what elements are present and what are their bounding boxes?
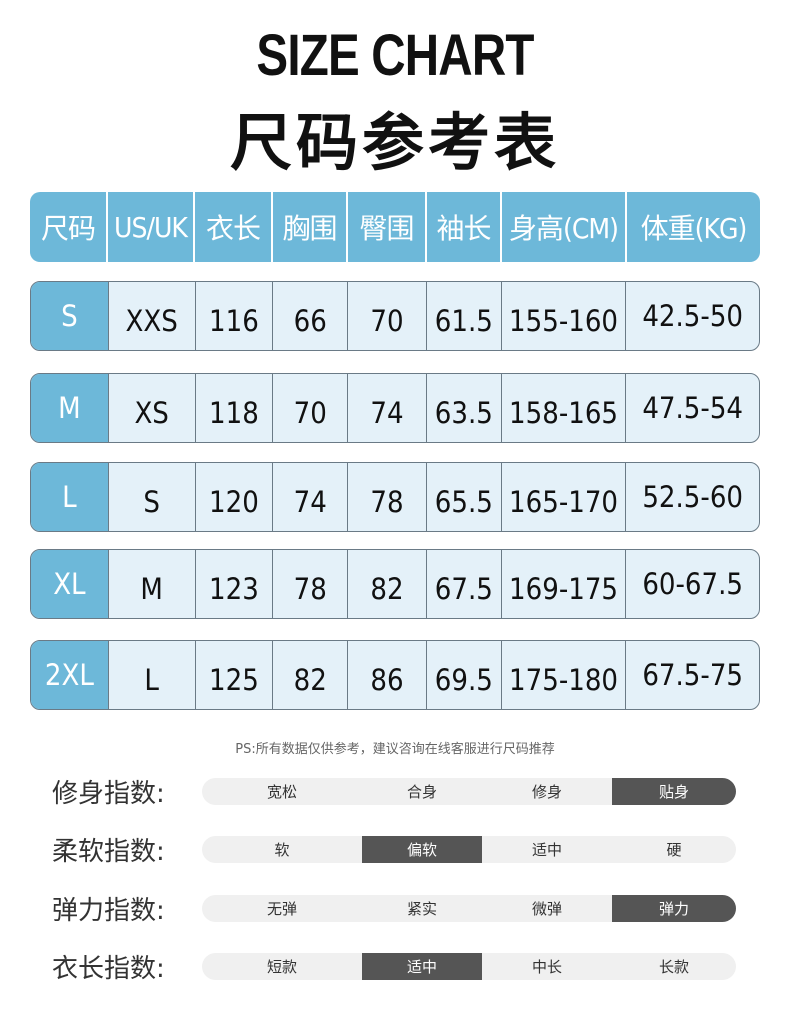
- header-cell: 臀围: [348, 192, 427, 262]
- index-row: 衣长指数: 短款 适中 中长 长款: [52, 951, 752, 984]
- value-cell: 169-175: [502, 550, 627, 618]
- table-row: XL M 123 78 82 67.5 169-175 60-67.5: [30, 549, 760, 619]
- index-option: 无弹: [266, 899, 297, 918]
- value-cell: 116: [196, 282, 274, 350]
- size-cell: M: [31, 374, 109, 442]
- index-option-selected: 偏软: [362, 835, 482, 863]
- index-option: 修身: [531, 782, 562, 801]
- value-cell: 123: [196, 550, 274, 618]
- value-cell: 67.5-75: [642, 658, 744, 692]
- value-cell: 70: [273, 374, 349, 442]
- header-cell: 体重(KG): [640, 212, 748, 245]
- value-cell: 65.5: [427, 463, 502, 531]
- size-cell: S: [31, 282, 109, 350]
- index-label: 弹力指数:: [52, 895, 165, 926]
- value-cell: XS: [109, 374, 196, 442]
- index-option: 硬: [666, 840, 682, 859]
- value-cell: 74: [273, 463, 349, 531]
- header-cell: 袖长: [427, 192, 502, 262]
- index-option-selected: 弹力: [612, 894, 736, 922]
- index-option: 长款: [658, 957, 689, 976]
- value-cell: 52.5-60: [642, 480, 744, 514]
- title-english: SIZE CHART: [256, 23, 534, 88]
- value-cell: M: [109, 550, 196, 618]
- table-row: M XS 118 70 74 63.5 158-165 47.5-54: [30, 373, 760, 443]
- value-cell: 74: [348, 374, 427, 442]
- value-cell: 42.5-50: [642, 299, 744, 333]
- index-label: 衣长指数:: [52, 953, 165, 984]
- index-row: 修身指数: 宽松 合身 修身 贴身: [52, 776, 752, 809]
- index-option: 微弹: [531, 899, 562, 918]
- index-scale: 短款 适中 中长 长款: [202, 952, 736, 980]
- value-cell: 78: [348, 463, 427, 531]
- value-cell: 158-165: [502, 374, 627, 442]
- value-cell: 120: [196, 463, 274, 531]
- note: PS:所有数据仅供参考，建议咨询在线客服进行尺码推荐: [235, 742, 555, 757]
- value-cell: 47.5-54: [642, 391, 744, 425]
- value-cell: 118: [196, 374, 274, 442]
- header-cell: US/UK: [108, 192, 195, 262]
- table-row: S XXS 116 66 70 61.5 155-160 42.5-50: [30, 281, 760, 351]
- index-label: 修身指数:: [52, 778, 165, 809]
- value-cell: 63.5: [427, 374, 502, 442]
- index-scale: 软 偏软 适中 硬: [202, 835, 736, 863]
- header-cell: 身高(CM): [502, 192, 627, 262]
- header-cell: 胸围: [273, 192, 348, 262]
- size-cell: XL: [31, 550, 109, 618]
- index-row: 弹力指数: 无弹 紧实 微弹 弹力: [52, 893, 752, 926]
- header-cell: 衣长: [195, 192, 273, 262]
- table-header: 尺码 US/UK 衣长 胸围 臀围 袖长 身高(CM) 体重(KG): [30, 192, 760, 262]
- value-cell: 175-180: [502, 641, 627, 709]
- index-option: 紧实: [406, 899, 437, 918]
- value-cell: 86: [348, 641, 427, 709]
- index-row: 柔软指数: 软 偏软 适中 硬: [52, 834, 752, 867]
- value-cell: 165-170: [502, 463, 627, 531]
- value-cell: S: [109, 463, 196, 531]
- index-option: 软: [274, 840, 290, 859]
- value-cell: 67.5: [427, 550, 502, 618]
- index-option: 宽松: [266, 782, 297, 801]
- index-option-selected: 适中: [362, 952, 482, 980]
- value-cell: 66: [273, 282, 349, 350]
- index-option: 合身: [406, 782, 437, 801]
- value-cell: L: [109, 641, 196, 709]
- index-option-selected: 贴身: [612, 777, 736, 805]
- value-cell: 60-67.5: [642, 567, 744, 601]
- value-cell: 61.5: [427, 282, 502, 350]
- value-cell: 82: [348, 550, 427, 618]
- index-scale: 无弹 紧实 微弹 弹力: [202, 894, 736, 922]
- index-option: 适中: [531, 840, 562, 859]
- header-cell: 尺码: [30, 192, 108, 262]
- index-option: 短款: [266, 957, 297, 976]
- value-cell: 82: [273, 641, 349, 709]
- size-cell: 2XL: [31, 641, 109, 709]
- value-cell: 69.5: [427, 641, 502, 709]
- index-option: 中长: [531, 957, 562, 976]
- value-cell: 70: [348, 282, 427, 350]
- index-scale: 宽松 合身 修身 贴身: [202, 777, 736, 805]
- value-cell: XXS: [109, 282, 196, 350]
- value-cell: 125: [196, 641, 274, 709]
- index-label: 柔软指数:: [52, 836, 165, 867]
- table-row: 2XL L 125 82 86 69.5 175-180 67.5-75: [30, 640, 760, 710]
- value-cell: 78: [273, 550, 349, 618]
- table-row: L S 120 74 78 65.5 165-170 52.5-60: [30, 462, 760, 532]
- value-cell: 155-160: [502, 282, 627, 350]
- size-cell: L: [31, 463, 109, 531]
- title-chinese: 尺码参考表: [229, 106, 560, 179]
